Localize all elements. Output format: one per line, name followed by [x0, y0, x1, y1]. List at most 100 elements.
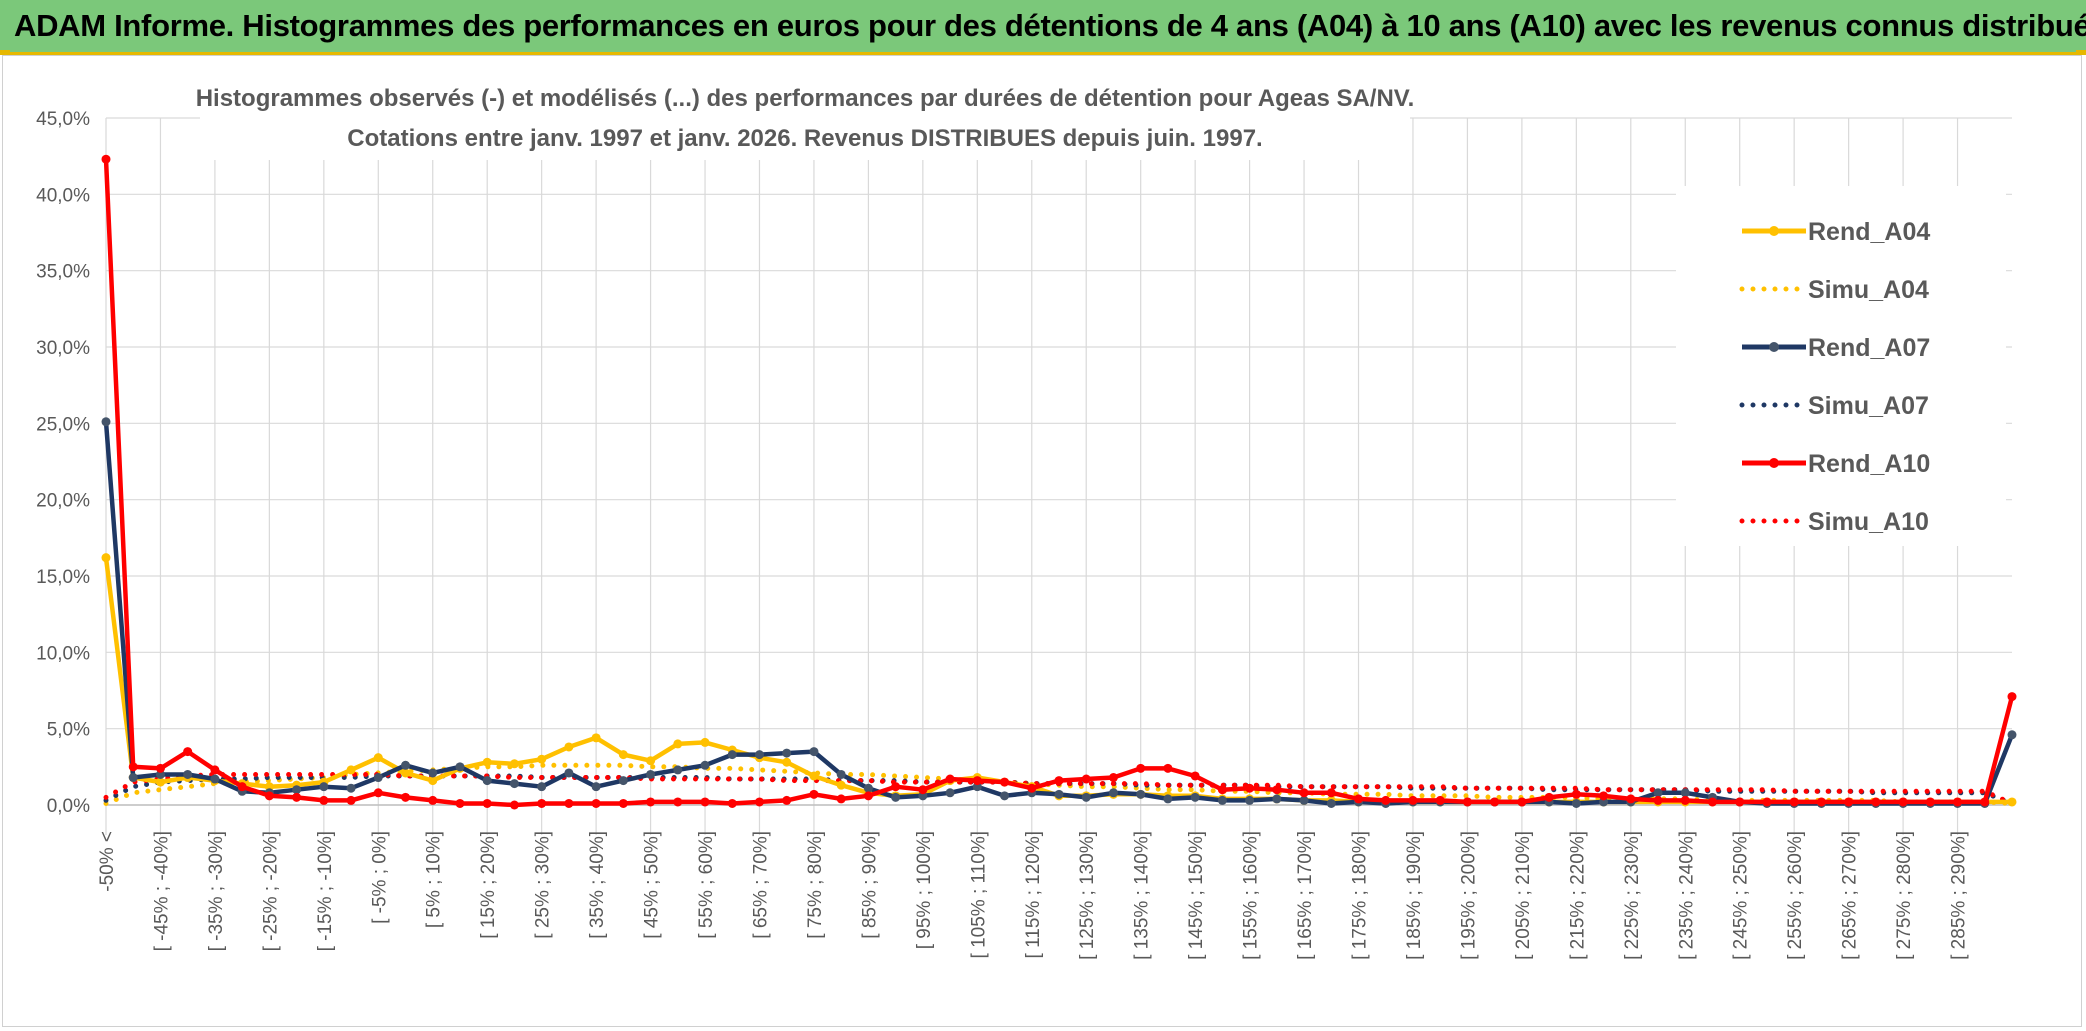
x-tick-label: [ 125% ; 130%] [1077, 831, 1098, 960]
data-point-rend-a04 [673, 739, 683, 749]
chart-title-line-2: Cotations entre janv. 1997 et janv. 2026… [347, 125, 1262, 152]
data-point-rend-a10 [1789, 797, 1799, 807]
data-point-rend-a10 [1190, 771, 1200, 781]
data-point-rend-a07 [1299, 795, 1309, 805]
data-point-rend-a10 [155, 763, 165, 773]
legend-marker-rend-a04 [1769, 226, 1779, 236]
data-point-rend-a04 [618, 750, 628, 760]
data-point-rend-a04 [509, 759, 519, 769]
y-tick-label: 30,0% [36, 338, 90, 359]
data-point-rend-a10 [1054, 776, 1064, 786]
data-point-rend-a07 [537, 782, 547, 792]
data-point-rend-a10 [537, 798, 547, 808]
y-tick-label: 25,0% [36, 414, 90, 435]
data-point-rend-a10 [782, 795, 792, 805]
data-point-rend-a04 [809, 771, 819, 781]
data-point-rend-a10 [564, 798, 574, 808]
data-point-rend-a10 [754, 797, 764, 807]
x-tick-label: [ 75% ; 80%] [805, 831, 826, 939]
data-point-rend-a10 [1599, 791, 1609, 801]
data-point-rend-a10 [210, 765, 220, 775]
data-point-rend-a07 [101, 417, 111, 427]
x-tick-label: [ 225% ; 230%] [1622, 831, 1643, 960]
data-point-rend-a07 [1272, 794, 1282, 804]
x-tick-label: [ 205% ; 210%] [1513, 831, 1534, 960]
legend: Rend_A04 Simu_A04 Rend_A07 Simu_A07 Rend_A10… [1676, 186, 2006, 546]
x-tick-label: [ -45% ; -40%] [151, 831, 172, 951]
data-point-rend-a04 [564, 742, 574, 752]
x-tick-label: [ 85% ; 90%] [859, 831, 880, 939]
page-title: ADAM Informe. Histogrammes des performan… [14, 8, 2086, 43]
data-point-rend-a07 [1245, 795, 1255, 805]
data-point-rend-a10 [591, 798, 601, 808]
data-point-rend-a07 [292, 785, 302, 795]
data-point-rend-a10 [1081, 774, 1091, 784]
data-point-rend-a10 [1735, 797, 1745, 807]
data-point-rend-a04 [482, 757, 492, 767]
series-rend-a04 [101, 553, 2017, 807]
x-tick-label: [ 55% ; 60%] [696, 831, 717, 939]
data-point-rend-a07 [210, 774, 220, 784]
x-tick-label: [ 5% ; 10%] [424, 831, 445, 928]
legend-marker-rend-a07 [1769, 342, 1779, 352]
x-tick-label: [ 275% ; 280%] [1894, 831, 1915, 960]
data-point-rend-a10 [1925, 797, 1935, 807]
data-point-rend-a10 [1680, 795, 1690, 805]
x-tick-label: [ 145% ; 150%] [1186, 831, 1207, 960]
data-point-rend-a10 [509, 800, 519, 810]
x-tick-label: [ 105% ; 110%] [968, 831, 989, 958]
data-point-rend-a07 [863, 783, 873, 793]
data-point-rend-a10 [727, 798, 737, 808]
x-tick-label: [ 285% ; 290%] [1949, 831, 1970, 960]
data-point-rend-a10 [128, 762, 138, 772]
data-point-rend-a10 [1953, 797, 1963, 807]
data-point-rend-a07 [1326, 798, 1336, 808]
series-rend-a10 [101, 154, 2017, 810]
data-point-rend-a07 [700, 760, 710, 770]
data-point-rend-a10 [1354, 794, 1364, 804]
x-tick-label: [ -35% ; -30%] [206, 831, 227, 951]
data-point-rend-a07 [836, 769, 846, 779]
data-point-rend-a04 [401, 768, 411, 778]
header-bar: ADAM Informe. Histogrammes des performan… [0, 0, 2086, 55]
y-tick-label: 15,0% [36, 567, 90, 588]
data-point-rend-a10 [918, 785, 928, 795]
data-point-rend-a04 [101, 553, 111, 563]
data-point-rend-a07 [782, 748, 792, 758]
data-point-rend-a07 [1571, 798, 1581, 808]
data-point-rend-a07 [945, 788, 955, 798]
x-tick-label: [ 255% ; 260%] [1785, 831, 1806, 960]
y-tick-label: 5,0% [47, 720, 90, 741]
data-point-rend-a07 [509, 779, 519, 789]
data-point-rend-a10 [1898, 797, 1908, 807]
data-point-rend-a07 [428, 768, 438, 778]
x-tick-label: [ 95% ; 100%] [914, 831, 935, 949]
data-point-rend-a10 [1462, 797, 1472, 807]
data-point-rend-a04 [155, 777, 165, 787]
data-point-rend-a07 [646, 769, 656, 779]
data-point-rend-a10 [264, 791, 274, 801]
data-point-rend-a10 [1762, 797, 1772, 807]
data-point-rend-a10 [1980, 797, 1990, 807]
data-point-rend-a07 [183, 769, 193, 779]
data-point-rend-a04 [2007, 797, 2017, 807]
data-point-rend-a10 [646, 797, 656, 807]
data-point-rend-a07 [1081, 792, 1091, 802]
x-tick-label: [ 45% ; 50%] [642, 831, 663, 939]
data-point-rend-a04 [373, 753, 383, 763]
data-point-rend-a07 [1653, 788, 1663, 798]
data-point-rend-a10 [1517, 797, 1527, 807]
x-tick-label: [ 135% ; 140%] [1132, 831, 1153, 960]
x-axis-ticks: -50% < [ -45% ; -40%] [ -35% ; -30%] [ -25%… [97, 831, 1970, 960]
data-point-rend-a10 [1326, 788, 1336, 798]
corner-accent-left [0, 50, 10, 55]
y-tick-label: 35,0% [36, 262, 90, 283]
data-point-rend-a10 [319, 795, 329, 805]
data-point-rend-a10 [346, 795, 356, 805]
data-point-rend-a10 [863, 791, 873, 801]
legend-marker-rend-a10 [1769, 458, 1779, 468]
data-point-rend-a10 [1299, 788, 1309, 798]
data-point-rend-a04 [346, 765, 356, 775]
x-tick-label: [ 155% ; 160%] [1241, 831, 1262, 960]
data-point-rend-a10 [1871, 797, 1881, 807]
